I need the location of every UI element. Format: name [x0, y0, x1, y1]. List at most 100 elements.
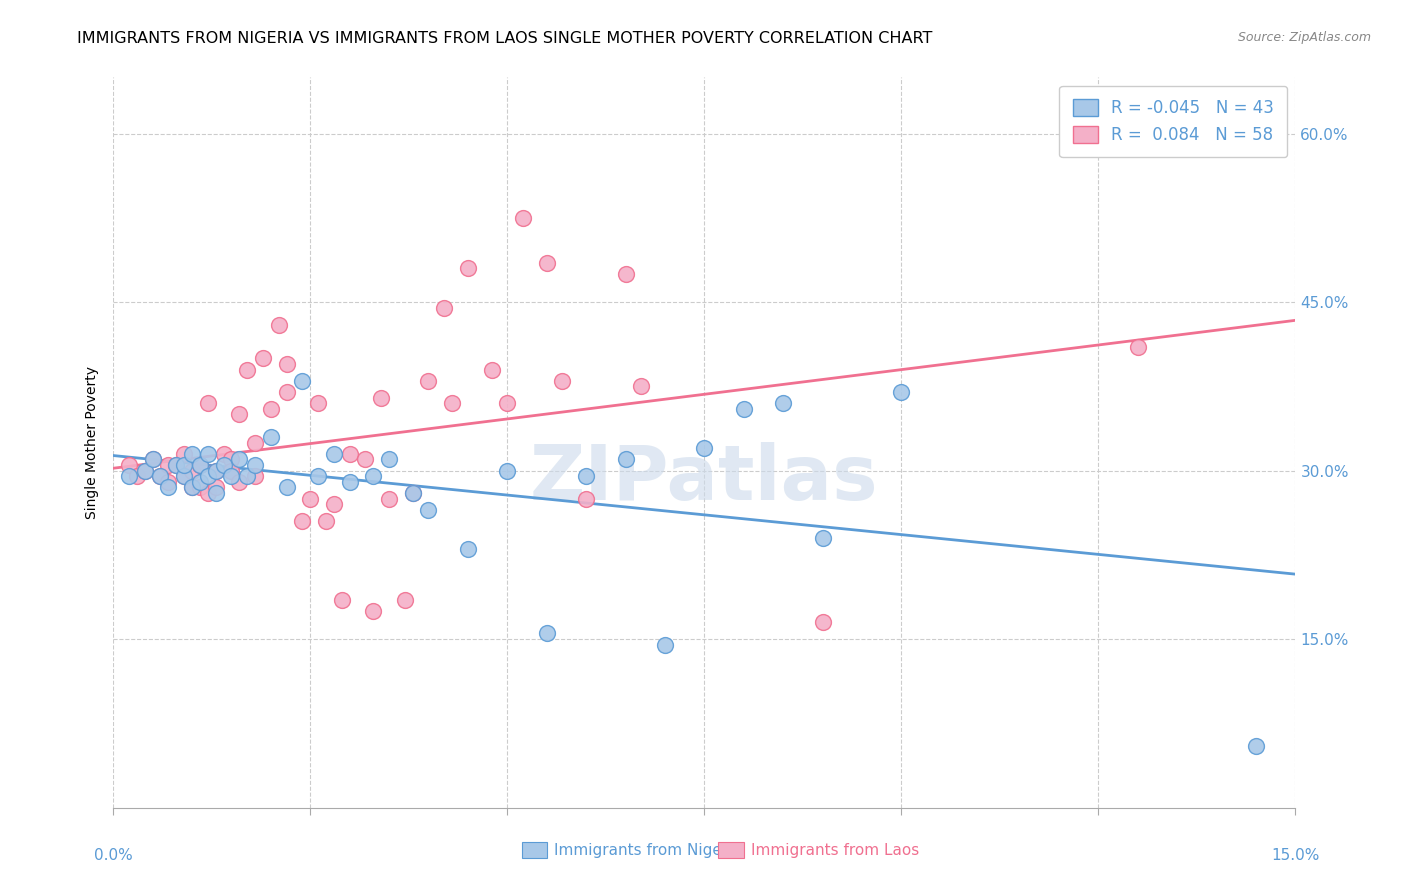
Point — [181, 480, 204, 494]
Point — [811, 615, 834, 630]
Point — [693, 441, 716, 455]
Text: Immigrants from Laos: Immigrants from Laos — [751, 843, 920, 858]
Text: ZIPatlas: ZIPatlas — [530, 442, 879, 516]
Point — [457, 261, 479, 276]
Point — [236, 469, 259, 483]
Point — [614, 452, 637, 467]
Point — [243, 435, 266, 450]
Point — [221, 452, 243, 467]
Point — [394, 592, 416, 607]
Text: IMMIGRANTS FROM NIGERIA VS IMMIGRANTS FROM LAOS SINGLE MOTHER POVERTY CORRELATIO: IMMIGRANTS FROM NIGERIA VS IMMIGRANTS FR… — [77, 31, 932, 46]
Point — [188, 475, 211, 489]
Point — [457, 542, 479, 557]
Point — [188, 458, 211, 472]
Point — [361, 469, 384, 483]
Point — [188, 480, 211, 494]
Point — [361, 604, 384, 618]
Point — [811, 531, 834, 545]
Point — [370, 391, 392, 405]
Point — [441, 396, 464, 410]
Point — [339, 447, 361, 461]
Text: 0.0%: 0.0% — [94, 847, 132, 863]
Point — [418, 374, 440, 388]
Point — [267, 318, 290, 332]
Point — [260, 430, 283, 444]
Point — [330, 592, 353, 607]
Point — [252, 351, 274, 366]
Point — [221, 469, 243, 483]
Point — [118, 469, 141, 483]
Point — [157, 458, 180, 472]
Point — [118, 458, 141, 472]
Point — [322, 497, 344, 511]
Point — [236, 362, 259, 376]
Point — [204, 464, 226, 478]
Point — [575, 491, 598, 506]
Point — [322, 447, 344, 461]
Point — [149, 469, 172, 483]
Point — [307, 469, 329, 483]
Point — [181, 480, 204, 494]
Point — [378, 491, 401, 506]
Point — [433, 301, 456, 315]
Point — [551, 374, 574, 388]
Point — [142, 452, 165, 467]
Point — [243, 469, 266, 483]
Point — [299, 491, 322, 506]
Point — [418, 503, 440, 517]
Point — [496, 396, 519, 410]
Text: Immigrants from Nigeria: Immigrants from Nigeria — [554, 843, 742, 858]
Point — [181, 464, 204, 478]
Point — [228, 452, 250, 467]
Point — [173, 458, 195, 472]
Point — [165, 458, 187, 472]
Point — [1244, 739, 1267, 753]
Point — [228, 475, 250, 489]
Point — [276, 357, 298, 371]
Point — [243, 458, 266, 472]
Point — [221, 464, 243, 478]
Text: Source: ZipAtlas.com: Source: ZipAtlas.com — [1237, 31, 1371, 45]
Point — [772, 396, 794, 410]
Point — [890, 384, 912, 399]
Point — [260, 401, 283, 416]
Point — [496, 464, 519, 478]
Point — [733, 401, 755, 416]
Point — [512, 211, 534, 225]
Point — [173, 447, 195, 461]
Point — [204, 480, 226, 494]
Point — [1126, 340, 1149, 354]
Point — [173, 469, 195, 483]
Point — [204, 464, 226, 478]
Point — [142, 452, 165, 467]
Point — [276, 480, 298, 494]
Point — [197, 396, 219, 410]
Point — [212, 447, 235, 461]
Point — [536, 256, 558, 270]
Point — [575, 469, 598, 483]
Point — [654, 638, 676, 652]
Point — [315, 514, 337, 528]
Point — [402, 486, 425, 500]
Point — [157, 475, 180, 489]
Text: 15.0%: 15.0% — [1271, 847, 1320, 863]
Point — [125, 469, 148, 483]
Point — [134, 464, 156, 478]
Point — [481, 362, 503, 376]
Point — [614, 267, 637, 281]
Point — [536, 626, 558, 640]
Point — [291, 514, 314, 528]
Point — [134, 464, 156, 478]
Point — [149, 469, 172, 483]
Point — [181, 447, 204, 461]
Point — [339, 475, 361, 489]
Point — [291, 374, 314, 388]
Point — [630, 379, 652, 393]
Point — [165, 458, 187, 472]
Point — [212, 458, 235, 472]
Point — [204, 486, 226, 500]
Point — [173, 469, 195, 483]
Point — [188, 458, 211, 472]
Point — [402, 486, 425, 500]
Point — [197, 469, 219, 483]
